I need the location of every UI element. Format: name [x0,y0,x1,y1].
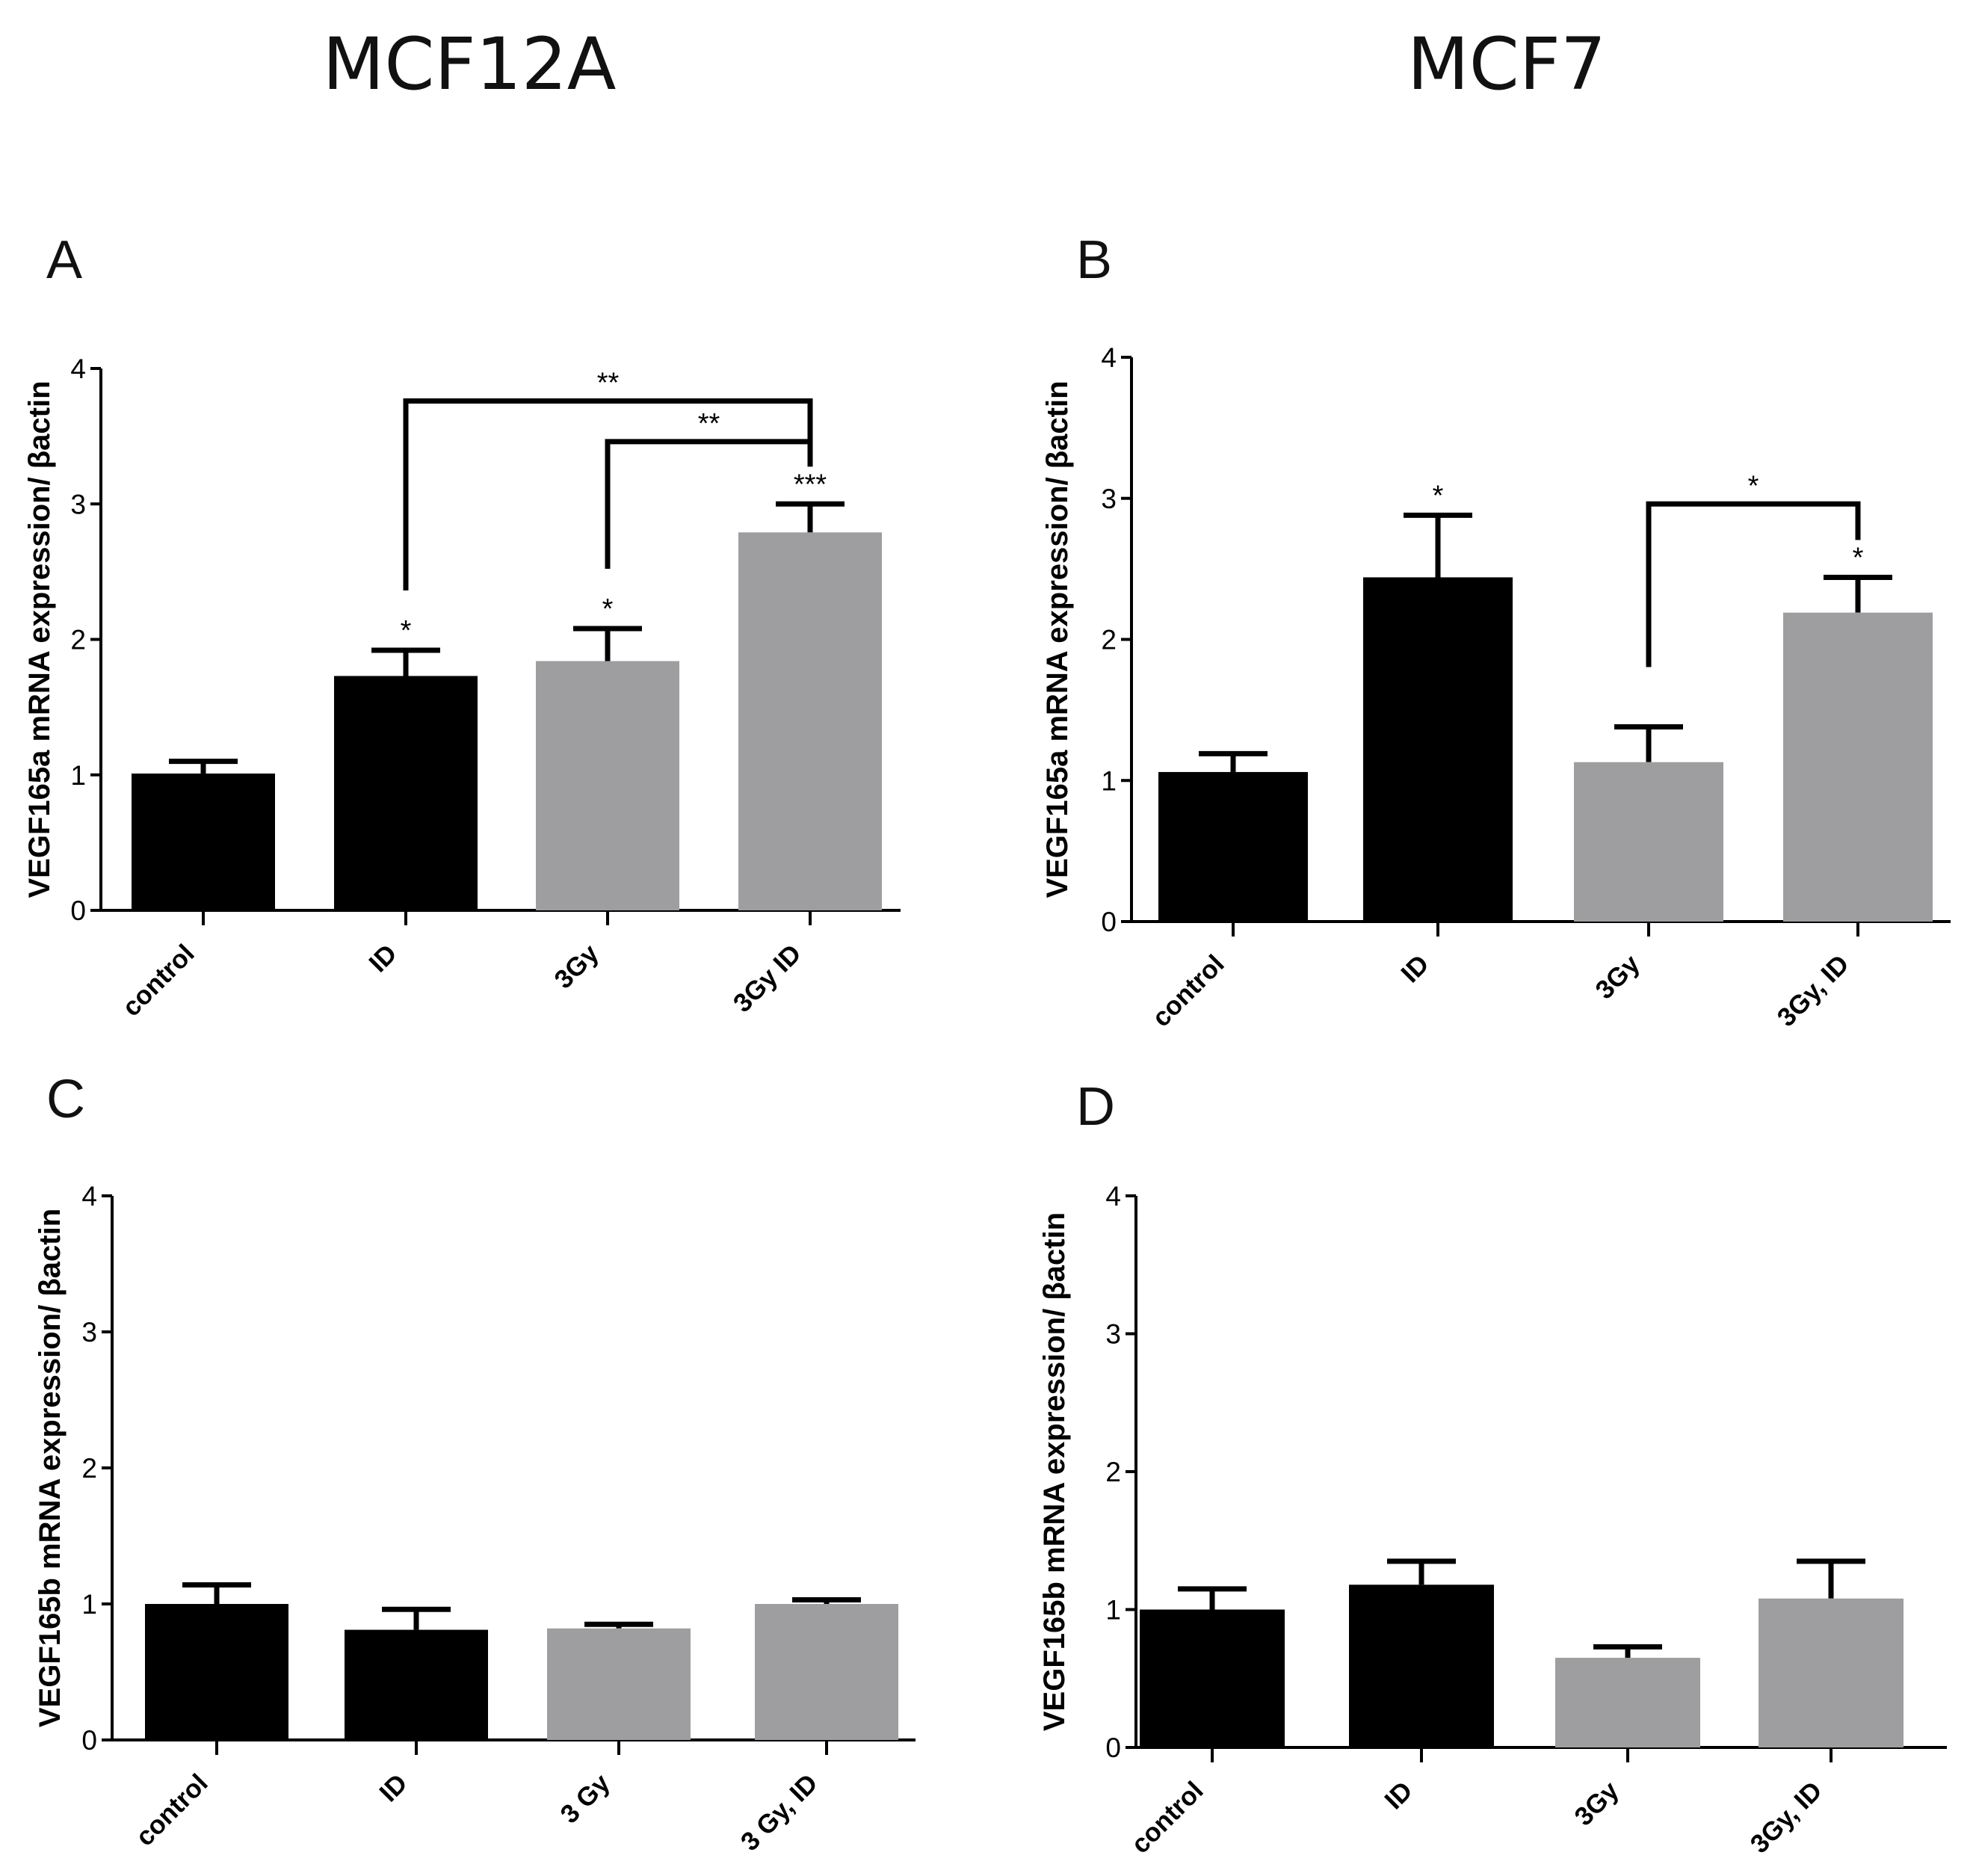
x-tick-label: 3Gy [1590,949,1646,1005]
y-axis-label: VEGF165a mRNA expression/ βactin [1041,380,1074,898]
x-tick-label: control [130,1768,213,1851]
bar [1783,612,1933,922]
panel-c: C VEGF165b mRNA expression/ βactin 0 1 2 3 4 co… [34,1070,916,1857]
y-tick-label: 4 [1105,1181,1121,1212]
x-tick-label: 3Gy, ID [1772,949,1855,1032]
y-tick-label: 2 [1101,625,1117,655]
x-tick-label: control [1146,949,1229,1032]
y-tick-label: 1 [70,760,86,791]
comparison-bracket [403,398,813,590]
column-title-mcf12a: MCF12A [322,22,617,106]
y-tick-label: 0 [1105,1732,1121,1763]
x-tick-label: control [117,939,200,1022]
x-tick-label: ID [374,1768,413,1807]
x-tick-label: 3Gy, ID [1745,1776,1828,1859]
bracket-significance-label: ** [698,408,720,439]
x-tick-label: 3Gy [549,939,605,995]
y-axis-label: VEGF165a mRNA expression/ βactin [23,380,56,898]
bar [738,532,882,910]
panel-letter: B [1076,230,1112,290]
bar [1555,1658,1700,1747]
y-tick-label: 1 [1105,1595,1121,1626]
panel-letter: A [46,230,82,290]
x-tick-label: control [1126,1776,1208,1859]
y-tick-label: 3 [1105,1319,1121,1350]
bracket-significance-label: * [1748,470,1759,502]
y-tick-label: 0 [81,1725,97,1756]
bar [547,1628,691,1740]
significance-label: *** [794,469,827,500]
bar [1759,1598,1904,1747]
y-tick-label: 1 [1101,765,1117,796]
y-tick-label: 2 [81,1453,97,1484]
panel-b: B VEGF165a mRNA expression/ βactin 0 1 2 3 4 co… [1041,230,1951,1033]
significance-label: * [1853,542,1864,573]
significance-label: * [401,615,412,647]
bar [132,773,275,910]
bar [536,661,679,910]
comparison-bracket [605,439,813,569]
bar [334,676,478,910]
bar [1140,1609,1285,1747]
comparison-bracket [1646,501,1861,667]
significance-label: * [602,593,614,625]
bar [1363,577,1513,922]
bar [345,1629,488,1740]
y-tick-label: 3 [70,489,86,519]
panel-letter: D [1076,1077,1115,1137]
panel-letter: C [46,1070,85,1129]
y-tick-label: 3 [1101,484,1117,514]
panel-a: A VEGF165a mRNA expression/ βactin 0 1 2 3 4 co… [23,230,901,1022]
y-axis-label: VEGF165b mRNA expression/ βactin [1038,1212,1071,1731]
bar [1574,762,1723,922]
y-tick-label: 4 [1101,342,1117,373]
bracket-significance-label: ** [597,368,620,399]
bar [755,1604,898,1740]
x-tick-label: 3 Gy [555,1768,616,1830]
y-tick-label: 2 [70,625,86,655]
x-tick-label: ID [363,939,402,978]
x-tick-label: ID [1395,949,1434,988]
bar [145,1604,288,1740]
significance-label: * [1433,480,1444,511]
y-tick-label: 4 [70,354,86,384]
panel-d: D VEGF165b mRNA expression/ βactin 0 1 2 3 4 co… [1038,1077,1947,1860]
y-tick-label: 0 [70,895,86,926]
column-title-mcf7: MCF7 [1407,22,1607,106]
x-tick-label: 3Gy [1569,1776,1625,1832]
x-tick-label: ID [1379,1776,1418,1815]
bar [1349,1585,1494,1747]
y-tick-label: 2 [1105,1457,1121,1487]
y-tick-label: 4 [81,1181,97,1212]
y-tick-label: 1 [81,1589,97,1620]
bar [1158,771,1308,922]
y-axis-label: VEGF165b mRNA expression/ βactin [34,1209,67,1727]
x-tick-label: 3 Gy, ID [735,1768,824,1857]
y-tick-label: 3 [81,1317,97,1348]
x-tick-label: 3Gy ID [728,939,807,1018]
y-tick-label: 0 [1101,907,1117,937]
